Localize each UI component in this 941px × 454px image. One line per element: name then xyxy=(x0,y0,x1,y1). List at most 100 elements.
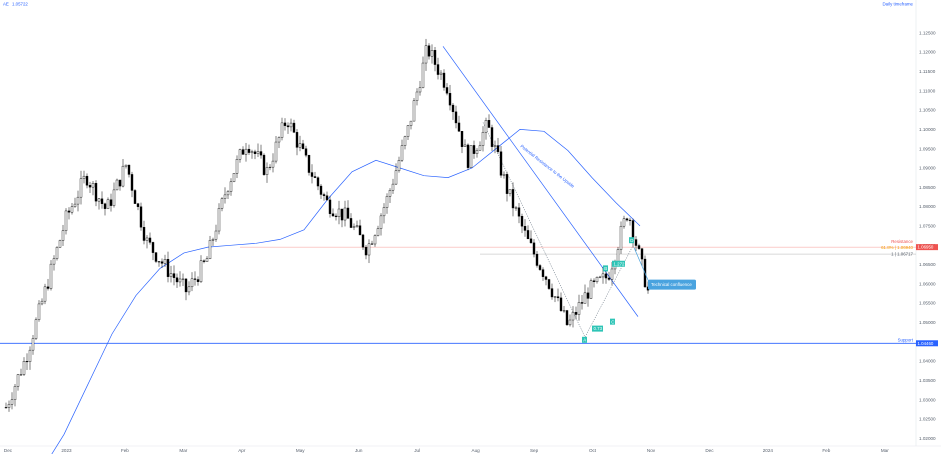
candle-body xyxy=(127,164,131,175)
candle-body xyxy=(463,144,467,147)
trendline[interactable] xyxy=(442,46,639,317)
candle-body xyxy=(292,122,296,133)
candle-body xyxy=(499,151,503,176)
candle-body xyxy=(562,310,566,312)
wave-d-badge xyxy=(629,237,634,244)
candle-body xyxy=(301,143,305,149)
candle-body xyxy=(358,225,362,236)
candle-body xyxy=(235,159,239,174)
candle-body xyxy=(634,239,638,246)
candle-body xyxy=(376,228,380,236)
candle-body xyxy=(607,277,611,280)
candle-body xyxy=(496,145,500,152)
price-readout: 1.05722 xyxy=(12,2,28,7)
candle-body xyxy=(172,273,176,278)
candle-body xyxy=(64,210,68,231)
candle-body xyxy=(250,151,254,153)
candle-body xyxy=(274,141,278,162)
y-tick-label: 1.11500 xyxy=(919,69,936,74)
x-tick-label: 2024 xyxy=(763,448,774,453)
candle-body xyxy=(592,280,596,283)
candle-body xyxy=(22,361,26,375)
candle-body xyxy=(151,242,155,253)
candle-body xyxy=(325,195,329,201)
candle-body xyxy=(91,183,95,188)
x-tick-label: Mar xyxy=(881,448,889,453)
candle-body xyxy=(256,151,260,154)
candle-body xyxy=(232,173,236,182)
candle-body xyxy=(217,208,221,232)
candle-body xyxy=(40,300,44,305)
timeframe-label: Daily timeframe xyxy=(883,2,914,7)
candle-body xyxy=(238,149,242,160)
candle-body xyxy=(601,273,605,278)
candle-body xyxy=(247,148,251,153)
candle-body xyxy=(130,174,134,191)
candle-body xyxy=(403,136,407,146)
candle-body xyxy=(193,278,197,280)
candle-body xyxy=(484,120,488,133)
candle-body xyxy=(13,386,17,400)
x-tick-label: Jun xyxy=(355,448,363,453)
candle-body xyxy=(61,230,65,241)
candle-body xyxy=(265,167,269,175)
candle-body xyxy=(253,151,257,154)
candle-body xyxy=(94,183,98,202)
candle-body xyxy=(382,207,386,217)
candle-body xyxy=(262,154,266,175)
candle-body xyxy=(163,259,167,264)
y-tick-label: 1.12000 xyxy=(919,50,936,55)
candles-layer xyxy=(4,38,650,412)
candle-body xyxy=(406,125,410,137)
y-tick-label: 1.08000 xyxy=(919,204,936,209)
candle-body xyxy=(385,196,389,208)
wave-d-label: D xyxy=(630,238,633,243)
candle-body xyxy=(37,303,41,320)
overlay-layer xyxy=(0,46,916,454)
wave-b-label: B xyxy=(604,266,607,271)
candle-body xyxy=(436,64,440,75)
candle-body xyxy=(133,190,137,204)
candle-body xyxy=(445,87,449,94)
candle-body xyxy=(175,277,179,283)
candle-body xyxy=(139,206,143,228)
symbol-label: AE xyxy=(3,2,9,7)
candle-body xyxy=(166,259,170,277)
candle-body xyxy=(43,286,47,302)
x-tick-label: Dec xyxy=(705,448,714,453)
candle-body xyxy=(280,122,284,138)
callout-pointer xyxy=(633,247,651,285)
candle-body xyxy=(148,237,152,243)
candle-body xyxy=(424,45,428,64)
wave-b-badge xyxy=(603,265,608,272)
candle-body xyxy=(85,175,89,186)
candle-body xyxy=(34,319,38,339)
candle-body xyxy=(457,122,461,132)
candle-body xyxy=(97,198,101,202)
candle-body xyxy=(331,213,335,217)
candle-body xyxy=(586,292,590,299)
moving-average-line xyxy=(51,129,641,454)
fib-1272-label: 1.272 xyxy=(614,261,626,266)
x-tick-label: May xyxy=(296,448,305,453)
candle-body xyxy=(427,45,431,57)
candle-body xyxy=(541,269,545,277)
candle-body xyxy=(67,210,71,213)
support-price: 1.04460 xyxy=(918,341,934,346)
candle-body xyxy=(364,246,368,256)
candle-body xyxy=(628,219,632,221)
candle-body xyxy=(616,249,620,262)
candle-body xyxy=(136,203,140,207)
candle-body xyxy=(73,203,77,207)
candle-body xyxy=(295,132,299,148)
candle-body xyxy=(76,196,80,205)
candle-body xyxy=(388,190,392,197)
candle-body xyxy=(556,296,560,299)
candle-body xyxy=(70,206,74,213)
candle-body xyxy=(328,199,332,214)
fib-618-label: 61.8% | 1.06940 xyxy=(881,245,913,250)
candle-body xyxy=(514,207,518,209)
candle-body xyxy=(622,218,626,227)
candle-body xyxy=(469,145,473,168)
